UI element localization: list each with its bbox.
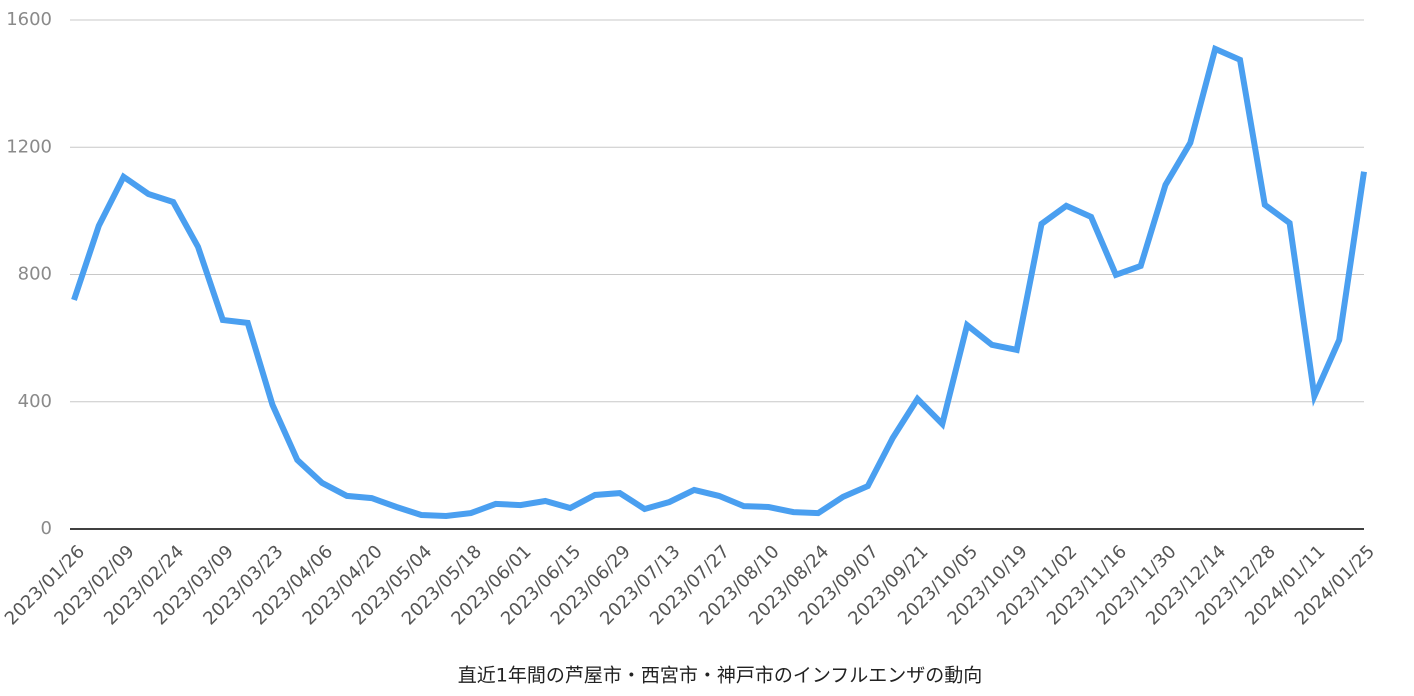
y-tick-label: 400 — [18, 391, 52, 412]
y-tick-label: 1600 — [6, 9, 52, 30]
y-tick-label: 800 — [18, 264, 52, 285]
y-tick-label: 0 — [41, 518, 52, 539]
data-line — [71, 44, 1367, 520]
y-tick-label: 1200 — [6, 136, 52, 157]
chart-title: 直近1年間の芦屋市・西宮市・神戸市のインフルエンザの動向 — [458, 665, 983, 687]
